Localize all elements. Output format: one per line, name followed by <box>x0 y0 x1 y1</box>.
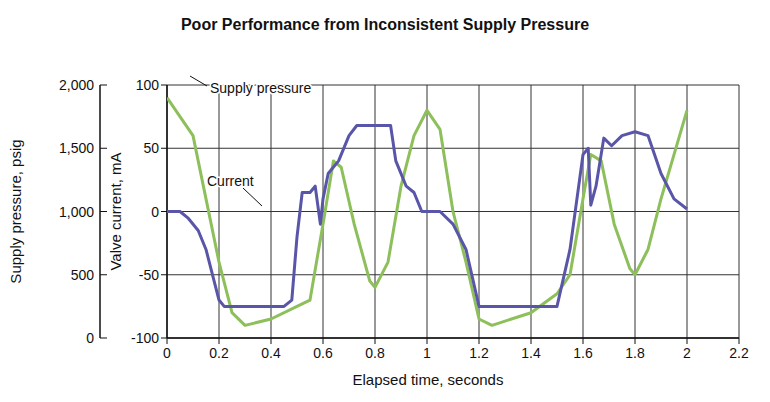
annotation-leader <box>243 188 262 206</box>
x-axis-label: Elapsed time, seconds <box>353 371 504 388</box>
y-tick-label: 0 <box>151 204 159 220</box>
x-tick-label: 1.2 <box>469 345 489 361</box>
grid <box>167 85 739 338</box>
x-tick <box>583 338 584 344</box>
series-annotation: Current <box>207 173 254 189</box>
series-line <box>167 125 687 306</box>
x-tick <box>687 338 688 344</box>
x-tick <box>427 338 428 344</box>
x-tick <box>219 338 220 344</box>
x-tick <box>167 338 168 344</box>
y2-tick-label: 2,000 <box>59 77 94 93</box>
annotation-leader <box>190 76 207 86</box>
x-tick <box>375 338 376 344</box>
x-tick <box>479 338 480 344</box>
y2-tick-label: 1,500 <box>59 140 94 156</box>
x-tick <box>323 338 324 344</box>
y-tick <box>161 274 167 275</box>
y2-tick-label: 500 <box>71 267 95 283</box>
y-tick <box>161 338 167 339</box>
y2-tick-label: 0 <box>86 330 94 346</box>
y-tick <box>161 85 167 86</box>
y-tick <box>161 148 167 149</box>
title: Poor Performance from Inconsistent Suppl… <box>181 16 589 33</box>
x-tick <box>739 338 740 344</box>
x-tick-label: 2.2 <box>729 345 749 361</box>
y2-tick <box>100 211 107 212</box>
x-tick-label: 0.4 <box>261 345 281 361</box>
x-tick <box>635 338 636 344</box>
chart: Poor Performance from Inconsistent Suppl… <box>0 0 770 402</box>
y-tick-label: -50 <box>139 267 159 283</box>
y-grid-line <box>167 338 739 339</box>
y2-tick <box>100 338 107 339</box>
y-tick <box>161 211 167 212</box>
series-line <box>167 98 687 326</box>
y-tick-label: 100 <box>136 77 160 93</box>
x-tick <box>531 338 532 344</box>
y2-tick <box>100 85 107 86</box>
y2-tick <box>100 148 107 149</box>
x-tick-label: 1.8 <box>625 345 645 361</box>
x-tick-label: 0 <box>163 345 171 361</box>
y-tick-label: 50 <box>143 140 159 156</box>
x-tick-label: 0.2 <box>209 345 229 361</box>
y-tick-label: -100 <box>131 330 159 346</box>
x-tick-label: 1.6 <box>573 345 593 361</box>
series-group <box>167 98 687 326</box>
x-tick-label: 1.4 <box>521 345 541 361</box>
x-tick-label: 2 <box>683 345 691 361</box>
y-axis-label: Valve current, mA <box>107 152 124 270</box>
y2-axis-label: Supply pressure, psig <box>7 139 24 283</box>
series-annotation: Supply pressure <box>210 80 311 96</box>
x-tick-label: 0.6 <box>313 345 333 361</box>
x-tick-label: 0.8 <box>365 345 385 361</box>
x-tick-label: 1 <box>423 345 431 361</box>
x-axis <box>167 337 739 339</box>
y2-tick <box>100 274 107 275</box>
y2-tick-label: 1,000 <box>59 204 94 220</box>
y-grid-line <box>167 274 739 275</box>
x-tick <box>271 338 272 344</box>
